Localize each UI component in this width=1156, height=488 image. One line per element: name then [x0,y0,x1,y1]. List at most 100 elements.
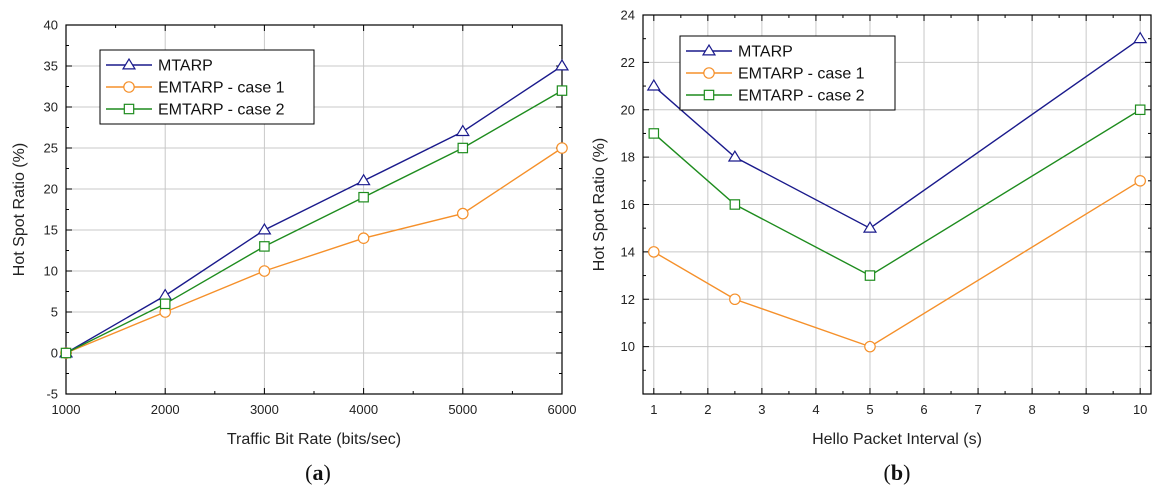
ticks: 1000 2000 3000 4000 5000 6000 -5 0 5 10 15 20 25 30 35… [44,18,577,418]
x-tick-label: 4000 [349,402,378,417]
y-tick-label: 35 [44,59,58,74]
data-point [556,85,568,96]
series-line [65,65,563,354]
data-point [455,124,470,137]
x-tick-label: 10 [1133,402,1147,417]
panel-label-close: ) [324,460,331,485]
panel-label-letter: b [891,460,903,485]
data-point [60,347,72,359]
data-point [648,128,660,139]
y-tick-label: 18 [621,150,635,165]
data-point [158,288,173,301]
series-line [653,38,1141,230]
x-tick-label: 1 [650,402,657,417]
data-point [729,293,741,306]
series-mtarp [646,31,1148,233]
legend-marker [701,43,717,56]
data-point [258,265,271,277]
x-axis-label: Hello Packet Interval (s) [812,431,982,448]
y-tick-label: 40 [44,18,58,33]
series-emtarp-case-1 [60,142,568,359]
x-tick-label: 5000 [448,402,477,417]
y-tick-label: 16 [621,197,635,212]
legend-label: EMTARP - case 1 [738,66,865,83]
data-point [1133,31,1148,44]
legend: MTARP EMTARP - case 1 EMTARP - case 2 [679,35,896,111]
y-tick-label: 20 [44,182,58,197]
data-point [554,58,570,71]
y-tick-label: 10 [44,264,58,279]
series-line [653,109,1141,277]
data-point [862,221,878,233]
x-tick-label: 6 [920,402,927,417]
legend: MTARP EMTARP - case 1 EMTARP - case 2 [99,49,315,125]
y-tick-label: 30 [44,100,58,115]
legend-label: EMTARP - case 2 [158,102,285,119]
legend-label: MTARP [738,44,793,61]
series-line [65,147,563,354]
y-axis-label: Hot Spot Ratio (%) [11,143,28,276]
series-emtarp-case-2 [648,104,1146,281]
data-point [356,173,371,186]
data-point [556,142,568,154]
data-point [729,199,741,210]
x-axis-label: Traffic Bit Rate (bits/sec) [227,431,401,448]
data-point [358,191,369,203]
panel-label-letter: a [313,460,324,485]
y-tick-label: 25 [44,141,58,156]
chart-panel-a: 1000 2000 3000 4000 5000 6000 -5 0 5 10 15 20 25 30 35… [11,18,576,486]
panel-label-open: ( [305,460,312,485]
legend-marker [121,57,137,70]
legend-marker [123,81,135,93]
y-tick-label: 12 [621,292,635,307]
data-point [357,232,370,244]
y-tick-label: 0 [51,346,58,361]
x-tick-label: 9 [1083,402,1090,417]
x-tick-label: 2 [704,402,711,417]
y-tick-label: 20 [621,102,635,117]
data-point [457,142,469,154]
y-tick-label: 24 [621,8,635,23]
legend-label: MTARP [158,58,213,75]
x-tick-label: 5 [866,402,873,417]
series-line [65,89,563,354]
legend-marker [123,103,135,115]
x-tick-label: 6000 [548,402,577,417]
panel-label: (b) [884,460,911,485]
y-tick-label: 10 [621,339,635,354]
x-tick-label: 8 [1028,402,1035,417]
legend-label: EMTARP - case 2 [738,88,865,105]
data-point [257,222,272,235]
data-point [864,270,876,281]
legend-label: EMTARP - case 1 [158,80,285,97]
data-point [646,78,661,91]
y-tick-label: -5 [46,387,58,402]
data-point [259,241,270,252]
y-tick-label: 22 [621,55,635,70]
panel-label: (a) [305,460,331,485]
data-point [864,340,876,353]
series-emtarp-case-2 [60,85,568,359]
x-tick-label: 1000 [52,402,81,417]
panel-label-open: ( [884,460,891,485]
legend-marker [703,89,715,101]
data-point [727,149,742,162]
data-point [1134,175,1146,187]
x-tick-label: 7 [974,402,981,417]
x-tick-label: 4 [812,402,819,417]
y-tick-label: 14 [621,244,635,259]
x-tick-label: 2000 [151,402,180,417]
legend-marker [703,67,715,79]
x-tick-label: 3000 [250,402,279,417]
data-point [456,207,469,220]
x-tick-label: 3 [758,402,765,417]
data-point [648,246,660,258]
y-axis-label: Hot Spot Ratio (%) [591,138,608,271]
panel-label-close: ) [903,460,910,485]
series-line [653,180,1141,348]
series-emtarp-case-1 [648,175,1146,353]
data-point [1134,104,1146,116]
